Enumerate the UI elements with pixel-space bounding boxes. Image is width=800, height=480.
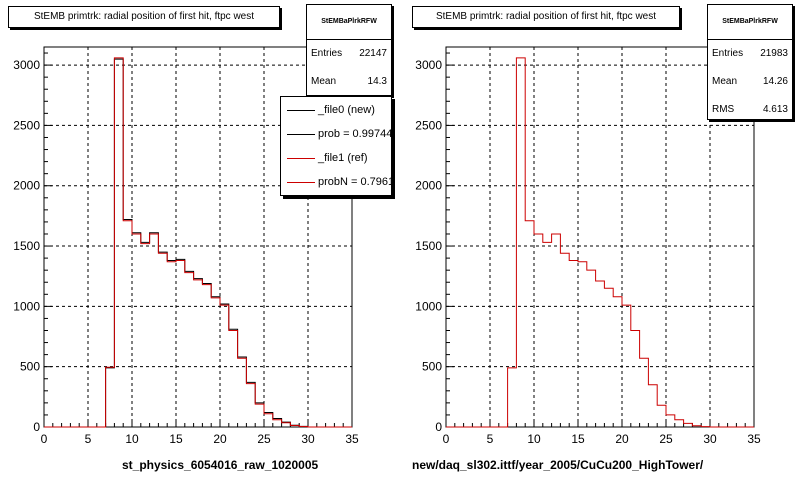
y-tick-label: 3000	[13, 58, 40, 72]
x-tick-label: 20	[213, 432, 227, 446]
chart-left: 0 5 10 15 20 25 30 35 0 500 1000 1500 2000 2500 3000 S…	[8, 4, 392, 472]
stats-mean-label: Mean	[712, 76, 738, 87]
x-tick-label: 20	[615, 432, 629, 446]
y-tick-label: 1000	[13, 299, 40, 313]
legend-swatch	[287, 158, 315, 159]
x-tick-label: 15	[571, 432, 585, 446]
y-tick-label: 500	[422, 360, 442, 374]
y-tick-label: 0	[435, 420, 442, 434]
stats-mean-label: Mean	[311, 76, 337, 87]
chart-right: 0 5 10 15 20 25 30 35 0 500 1000 1500 2000 2500 3000 S…	[400, 0, 800, 480]
y-tick-label: 1500	[415, 239, 442, 253]
legend-entry-file0: _file0 (new)	[318, 104, 375, 116]
stats-box-left: StEMBaPlrkRFW Entries 22147 Mean 14.3	[306, 4, 392, 96]
histogram-series-line	[44, 57, 352, 428]
legend-swatch	[287, 134, 315, 135]
y-tick-label: 2500	[415, 118, 442, 132]
legend-swatch	[287, 110, 315, 111]
x-tick-label: 35	[747, 432, 761, 446]
y-tick-label: 500	[20, 360, 40, 374]
x-tick-label: 10	[125, 432, 139, 446]
stats-mean-value: 14.26	[762, 76, 788, 87]
stats-entries-label: Entries	[311, 48, 343, 59]
legend-entry-probn: probN = 0.796164	[318, 176, 391, 188]
stats-entries-value: 22147	[359, 48, 387, 59]
x-tick-label: 0	[443, 432, 450, 446]
x-tick-label: 30	[301, 432, 315, 446]
stats-rms-label: RMS	[712, 104, 735, 115]
x-tick-label: 30	[703, 432, 717, 446]
y-tick-label: 1000	[415, 299, 442, 313]
x-tick-label: 5	[487, 432, 494, 446]
plot-area	[445, 46, 755, 428]
legend-left: _file0 (new) prob = 0.997445 _file1 (ref…	[280, 96, 392, 196]
legend-entry-prob: prob = 0.997445	[318, 128, 392, 140]
x-tick-label: 15	[169, 432, 183, 446]
stats-name: StEMBaPlrkRFW	[708, 5, 792, 40]
stats-box-right: StEMBaPlrkRFW Entries 21983 Mean 14.26 R…	[707, 4, 793, 120]
x-axis-title-right: new/daq_sl302.ittf/year_2005/CuCu200_Hig…	[412, 458, 704, 472]
x-tick-label: 25	[659, 432, 673, 446]
x-tick-label: 25	[257, 432, 271, 446]
x-tick-label: 10	[527, 432, 541, 446]
stats-name: StEMBaPlrkRFW	[307, 5, 391, 40]
legend-entry-file1: _file1 (ref)	[318, 152, 368, 164]
y-tick-label: 2000	[415, 179, 442, 193]
x-axis-title-left: st_physics_6054016_raw_1020005	[122, 458, 319, 472]
x-tick-label: 35	[345, 432, 359, 446]
stats-entries-value: 21983	[760, 48, 788, 59]
histogram-series-line	[446, 57, 754, 428]
y-tick-label: 2000	[13, 179, 40, 193]
y-tick-label: 3000	[415, 58, 442, 72]
chart-title-right: StEMB primtrk: radial position of first …	[412, 6, 680, 28]
plot-frame-right: 0 5 10 15 20 25 30 35 0 500 1000 1500 2000 2500 3000	[415, 46, 761, 446]
stats-rms-value: 4.613	[762, 104, 788, 115]
x-tick-label: 5	[85, 432, 92, 446]
y-tick-label: 0	[33, 420, 40, 434]
y-tick-label: 2500	[13, 118, 40, 132]
legend-swatch	[287, 182, 315, 183]
stats-entries-label: Entries	[712, 48, 744, 59]
stats-mean-value: 14.3	[367, 76, 387, 87]
y-tick-label: 1500	[13, 239, 40, 253]
chart-title-left: StEMB primtrk: radial position of first …	[8, 6, 280, 28]
x-tick-label: 0	[41, 432, 48, 446]
